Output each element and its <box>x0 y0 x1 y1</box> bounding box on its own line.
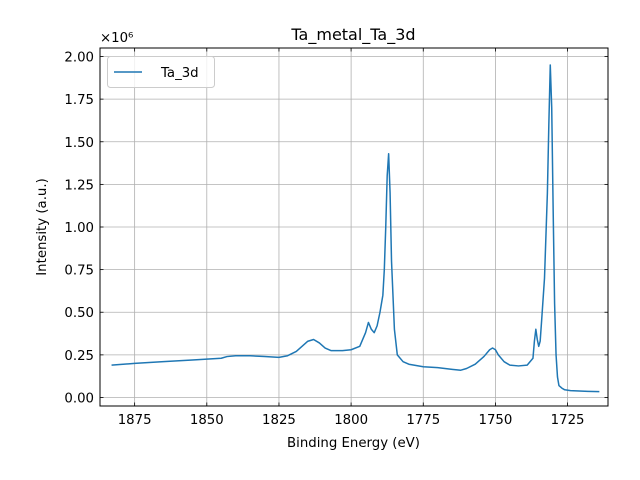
legend: Ta_3d <box>107 56 215 88</box>
chart-title: Ta_metal_Ta_3d <box>290 25 415 45</box>
series-line-ta-3d <box>111 64 600 393</box>
x-tick-label: 1725 <box>551 413 585 428</box>
tick-labels: 1875 1850 1825 1800 1775 1750 1725 0.00 0.25 0.50… <box>64 51 584 428</box>
grid <box>100 48 608 406</box>
y-tick-label: 1.25 <box>64 178 94 193</box>
x-tick-label: 1775 <box>406 413 440 428</box>
legend-label-ta-3d: Ta_3d <box>160 66 199 81</box>
y-tick-label: 0.25 <box>64 349 94 364</box>
y-offset-text: ×10⁶ <box>100 31 133 46</box>
ticks <box>100 48 608 406</box>
y-tick-label: 1.50 <box>64 136 94 151</box>
y-tick-label: 0.00 <box>64 391 94 406</box>
y-tick-label: 2.00 <box>64 51 94 66</box>
x-tick-label: 1850 <box>190 413 224 428</box>
plot-lines <box>111 64 600 393</box>
y-tick-label: 1.00 <box>64 221 94 236</box>
x-tick-label: 1750 <box>479 413 513 428</box>
legend-box <box>107 56 215 88</box>
y-tick-label: 0.75 <box>64 264 94 279</box>
x-tick-label: 1875 <box>118 413 152 428</box>
x-tick-label: 1825 <box>262 413 296 428</box>
y-tick-label: 0.50 <box>64 306 94 321</box>
x-axis-label: Binding Energy (eV) <box>287 436 420 451</box>
x-tick-label: 1800 <box>334 413 368 428</box>
y-axis-label: Intensity (a.u.) <box>35 178 50 276</box>
y-tick-label: 1.75 <box>64 93 94 108</box>
